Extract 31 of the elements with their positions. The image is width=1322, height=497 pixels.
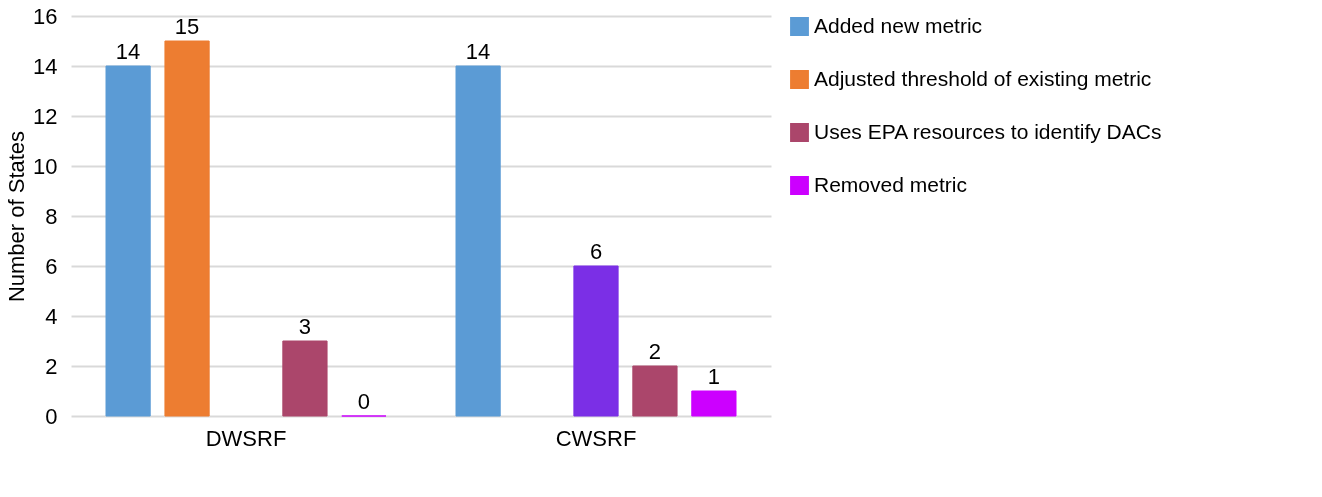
bar bbox=[632, 365, 678, 417]
y-tick-label: 12 bbox=[33, 103, 58, 129]
bar bbox=[282, 340, 328, 417]
legend-label: Added new metric bbox=[814, 13, 983, 37]
data-label: 1 bbox=[707, 364, 721, 389]
legend-label: Adjusted threshold of existing metric bbox=[814, 66, 1152, 90]
bar bbox=[573, 265, 619, 417]
y-tick-label: 0 bbox=[45, 403, 58, 429]
data-label: 2 bbox=[648, 339, 662, 364]
y-tick-label: 2 bbox=[45, 353, 58, 379]
bar bbox=[691, 390, 737, 417]
data-label: 14 bbox=[115, 39, 141, 64]
y-axis-title: Number of States bbox=[4, 130, 30, 303]
y-tick-label: 4 bbox=[45, 303, 58, 329]
data-label: 6 bbox=[589, 239, 603, 264]
y-tick-label: 16 bbox=[33, 3, 58, 29]
data-label: 0 bbox=[357, 389, 371, 414]
data-label: 3 bbox=[298, 314, 312, 339]
bar bbox=[164, 40, 210, 417]
data-label: 15 bbox=[174, 14, 200, 39]
legend-label: Uses EPA resources to identify DACs bbox=[814, 119, 1162, 143]
x-tick-label: DWSRF bbox=[205, 425, 287, 451]
bar bbox=[105, 65, 151, 417]
y-tick-label: 14 bbox=[33, 53, 58, 79]
y-tick-label: 10 bbox=[33, 153, 58, 179]
y-tick-label: 6 bbox=[45, 253, 58, 279]
y-tick-label: 8 bbox=[45, 203, 58, 229]
legend-label: Removed metric bbox=[814, 172, 967, 196]
bar bbox=[455, 65, 501, 417]
data-label: 14 bbox=[465, 39, 491, 64]
x-tick-label: CWSRF bbox=[555, 425, 637, 451]
